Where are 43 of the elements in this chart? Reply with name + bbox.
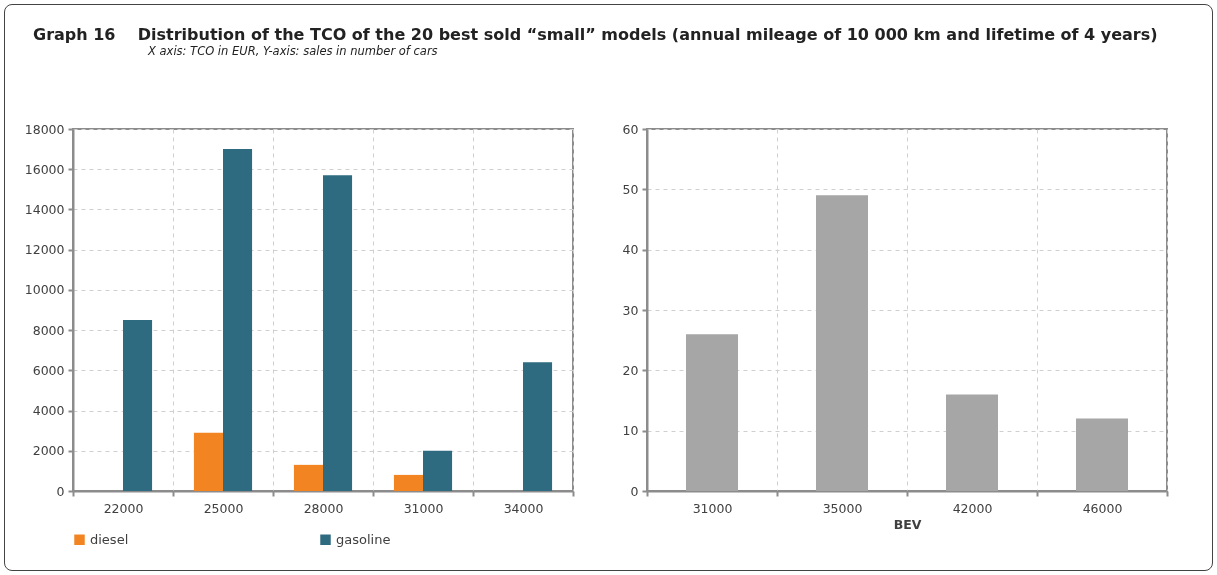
bar [686, 334, 738, 491]
chart-subtitle: X axis: TCO in EUR, Y-axis: sales in number of cars [148, 44, 439, 58]
bar [816, 195, 868, 491]
legend-label: diesel [90, 531, 129, 547]
y-tick-label: 20 [622, 362, 639, 378]
bar [293, 464, 323, 491]
bar [393, 474, 423, 491]
x-tick-label: 46000 [1082, 500, 1123, 516]
y-tick-label: 8000 [32, 322, 65, 338]
y-tick-label: 60 [622, 121, 639, 137]
x-tick-label: 25000 [203, 500, 244, 516]
bar [323, 175, 353, 491]
legend-label: gasoline [336, 531, 391, 547]
y-tick-label: 30 [622, 302, 639, 318]
y-tick-label: 10 [622, 423, 639, 439]
x-tick-label: 28000 [303, 500, 344, 516]
x-tick-label: 22000 [103, 500, 144, 516]
y-tick-label: 12000 [24, 242, 65, 258]
y-tick-label: 0 [56, 483, 65, 499]
bar [123, 320, 153, 491]
y-tick-label: 14000 [24, 201, 65, 217]
x-tick-label: 31000 [403, 500, 444, 516]
y-tick-label: 10000 [24, 282, 65, 298]
bar [223, 149, 253, 491]
y-tick-label: 6000 [32, 362, 65, 378]
bar [193, 432, 223, 491]
y-tick-label: 0 [630, 483, 639, 499]
y-tick-label: 50 [622, 181, 639, 197]
bar [523, 362, 553, 491]
x-tick-label: 35000 [822, 500, 863, 516]
bar [946, 394, 998, 491]
chart-title: Graph 16 Distribution of the TCO of the 20 best sold “small” models (annual mileage of 10 000 km and lifetime of 4 years) [33, 25, 1159, 44]
x-tick-label: 31000 [692, 500, 733, 516]
y-tick-label: 4000 [32, 403, 65, 419]
bar [423, 450, 453, 491]
x-tick-label: 42000 [952, 500, 993, 516]
x-tick-label: 34000 [503, 500, 544, 516]
bar [1076, 418, 1128, 491]
y-tick-label: 2000 [32, 443, 65, 459]
y-tick-label: 40 [622, 242, 639, 258]
y-tick-label: 18000 [24, 121, 65, 137]
y-tick-label: 16000 [24, 161, 65, 177]
x-axis-title: BEV [893, 517, 922, 532]
